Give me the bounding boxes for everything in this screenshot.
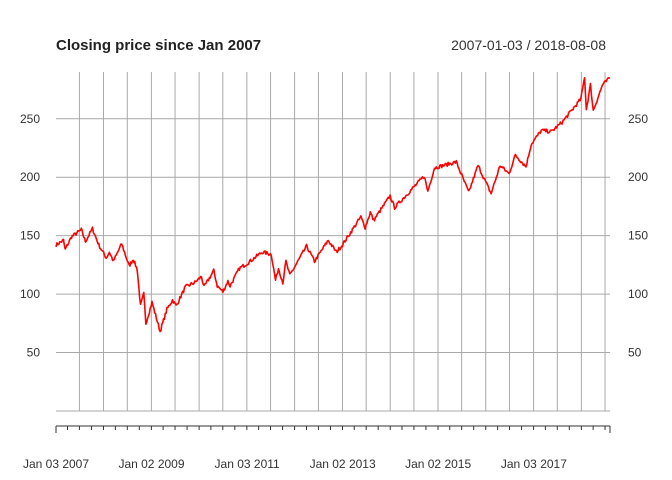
y-tick-label-left: 50 — [27, 346, 41, 360]
y-tick-label-right: 150 — [628, 229, 648, 243]
y-tick-label-right: 200 — [628, 170, 648, 184]
x-tick-label: Jan 02 2015 — [405, 457, 471, 471]
x-tick-label: Jan 03 2017 — [501, 457, 567, 471]
y-tick-label-left: 100 — [20, 287, 40, 301]
price-series-line — [55, 77, 611, 333]
date-range-label: 2007-01-03 / 2018-08-08 — [451, 37, 606, 53]
y-tick-label-left: 250 — [20, 112, 40, 126]
y-tick-label-right: 50 — [628, 346, 642, 360]
y-tick-label-right: 250 — [628, 112, 648, 126]
y-tick-label-left: 150 — [20, 229, 40, 243]
x-axis: Jan 03 2007 Jan 02 2009 Jan 03 2011 Jan 02 … — [23, 425, 611, 471]
x-tick-label: Jan 03 2011 — [215, 457, 280, 471]
x-tick-label: Jan 02 2013 — [310, 457, 376, 471]
x-tick-label: Jan 02 2009 — [118, 457, 184, 471]
x-tick-label: Jan 03 2007 — [23, 457, 89, 471]
y-axis-labels: 50 50 100 100 150 150 200 200 250 250 — [20, 112, 648, 360]
gridlines — [56, 72, 610, 412]
y-tick-label-left: 200 — [20, 170, 40, 184]
y-tick-label-right: 100 — [628, 287, 648, 301]
chart-title: Closing price since Jan 2007 — [56, 37, 261, 54]
